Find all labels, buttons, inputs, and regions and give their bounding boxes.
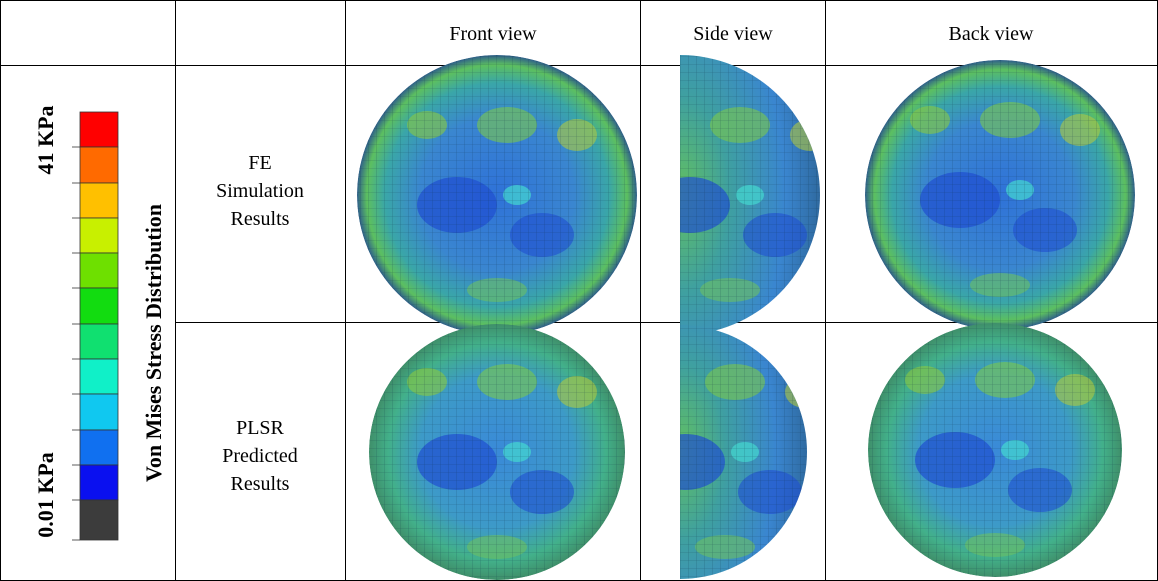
- figure: Front view Side view Back view FE Simula…: [0, 0, 1158, 581]
- fe-side-sphere: [640, 55, 830, 335]
- row-label: Predicted: [222, 445, 298, 467]
- legend-title: Von Mises Stress Distribution: [141, 204, 166, 482]
- fe-front-sphere: [357, 55, 637, 335]
- color-bar: [80, 112, 118, 540]
- row-label: Results: [231, 473, 290, 495]
- legend-max: 41 KPa: [33, 105, 58, 174]
- legend-min: 0.01 KPa: [33, 452, 58, 538]
- column-header: Side view: [693, 23, 773, 45]
- row-label: PLSR: [236, 417, 284, 439]
- column-header: Front view: [449, 23, 537, 45]
- plsr-front-sphere: [369, 324, 625, 580]
- fe-back-sphere: [865, 60, 1135, 330]
- column-header: Back view: [949, 23, 1035, 45]
- color-bar-ticks: [72, 147, 80, 540]
- plsr-side-sphere: [635, 325, 825, 579]
- plsr-back-sphere: [868, 323, 1122, 577]
- row-label: Results: [231, 208, 290, 230]
- row-label: FE: [248, 152, 271, 174]
- row-label: Simulation: [216, 180, 304, 202]
